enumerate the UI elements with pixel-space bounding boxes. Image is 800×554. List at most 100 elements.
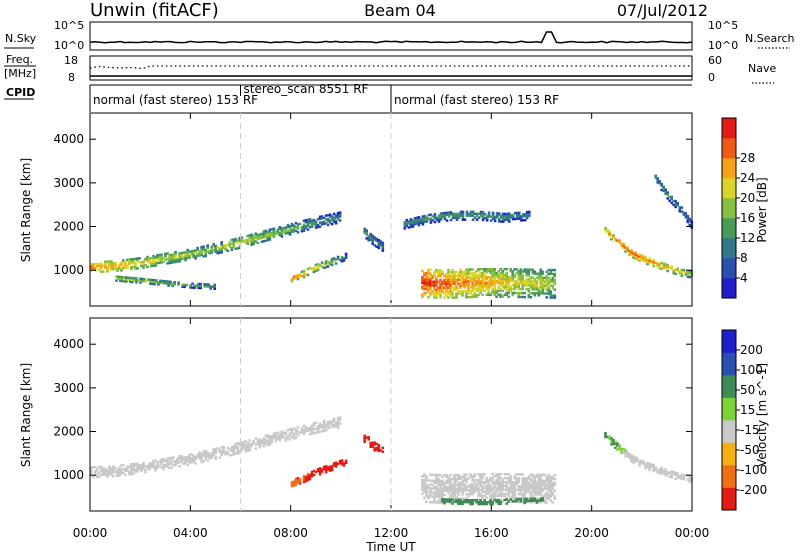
range-gate-cell: [471, 212, 475, 215]
range-gate-cell: [528, 210, 531, 214]
range-gate-cell: [130, 467, 133, 470]
range-gate-cell: [296, 227, 300, 230]
range-gate-cell: [455, 487, 458, 490]
range-gate-cell: [158, 261, 161, 264]
range-gate-cell: [278, 438, 282, 442]
range-gate-cell: [509, 486, 512, 490]
range-gate-cell: [467, 477, 470, 480]
range-gate-cell: [455, 280, 458, 283]
range-gate-cell: [664, 190, 667, 193]
range-gate-cell: [435, 477, 438, 481]
range-gate-cell: [192, 454, 195, 458]
range-gate-cell: [266, 235, 270, 238]
range-gate-cell: [527, 497, 531, 500]
range-gate-cell: [207, 285, 210, 288]
range-gate-cell: [487, 492, 490, 496]
range-gate-cell: [471, 477, 474, 480]
range-gate-cell: [120, 261, 123, 264]
range-gate-cell: [650, 465, 653, 468]
colorbar-tick-label: 24: [740, 171, 755, 185]
range-gate-cell: [531, 501, 535, 504]
range-gate-cell: [439, 481, 442, 485]
range-gate-cell: [529, 495, 533, 498]
range-gate-cell: [142, 463, 145, 466]
range-gate-cell: [455, 498, 458, 501]
range-gate-cell: [533, 292, 537, 295]
range-gate-cell: [626, 250, 629, 253]
range-gate-cell: [487, 484, 490, 488]
range-gate-cell: [529, 282, 533, 285]
range-gate-cell: [435, 493, 438, 496]
range-gate-cell: [304, 272, 308, 276]
range-gate-cell: [439, 274, 442, 278]
range-gate-cell: [168, 457, 171, 460]
range-gate-cell: [529, 286, 533, 289]
range-gate-cell: [457, 483, 460, 486]
range-gate-cell: [529, 280, 533, 283]
range-gate-cell: [644, 256, 647, 259]
range-gate-cell: [658, 263, 661, 266]
range-gate-cell: [250, 444, 254, 447]
range-gate-cell: [539, 268, 543, 271]
range-gate-cell: [134, 261, 137, 264]
range-gate-cell: [455, 212, 459, 215]
range-gate-cell: [495, 490, 498, 494]
range-gate-cell: [447, 282, 450, 285]
range-gate-cell: [318, 469, 322, 472]
range-gate-cell: [246, 447, 250, 450]
range-gate-cell: [525, 272, 528, 275]
range-gate-cell: [489, 275, 492, 279]
range-gate-cell: [610, 437, 613, 440]
range-gate-cell: [110, 264, 113, 267]
range-gate-cell: [365, 436, 368, 439]
range-gate-cell: [481, 285, 484, 289]
range-gate-cell: [146, 255, 149, 259]
range-gate-cell: [292, 480, 296, 483]
range-gate-cell: [268, 228, 272, 231]
range-gate-cell: [100, 266, 103, 269]
range-gate-cell: [533, 487, 537, 490]
range-gate-cell: [371, 238, 374, 241]
range-gate-cell: [262, 437, 266, 440]
range-gate-cell: [302, 428, 306, 431]
range-gate-cell: [168, 255, 171, 259]
range-gate-cell: [521, 282, 524, 285]
range-gate-cell: [642, 460, 645, 463]
range-gate-cell: [278, 227, 282, 231]
range-gate-cell: [310, 472, 314, 476]
range-gate-cell: [365, 231, 368, 234]
range-gate-cell: [507, 291, 510, 295]
range-gate-cell: [342, 259, 346, 262]
range-gate-cell: [505, 287, 508, 291]
range-gate-cell: [162, 467, 165, 471]
range-gate-cell: [485, 490, 488, 494]
range-gate-cell: [618, 444, 621, 447]
range-gate-cell: [318, 473, 322, 476]
range-gate-cell: [294, 430, 298, 434]
range-gate-cell: [174, 252, 177, 256]
range-gate-cell: [527, 274, 531, 277]
range-gate-cell: [294, 481, 298, 485]
range-gate-cell: [224, 451, 227, 454]
range-gate-cell: [507, 287, 510, 291]
range-gate-cell: [160, 253, 163, 256]
range-gate-cell: [489, 268, 492, 271]
range-gate-cell: [539, 272, 543, 275]
cpid-segment-label: normal (fast stereo) 153 RF: [394, 93, 559, 107]
range-gate-cell: [443, 274, 446, 278]
range-gate-cell: [94, 266, 97, 270]
range-gate-cell: [108, 471, 111, 474]
range-gate-cell: [509, 477, 512, 480]
range-gate-cell: [453, 497, 456, 500]
range-gate-cell: [495, 216, 499, 219]
range-gate-cell: [377, 444, 381, 447]
range-gate-cell: [461, 214, 465, 217]
range-gate-cell: [122, 265, 125, 268]
range-gate-cell: [473, 291, 476, 295]
range-gate-cell: [156, 466, 159, 470]
range-gate-cell: [437, 489, 440, 492]
range-gate-cell: [684, 273, 688, 276]
range-gate-cell: [547, 497, 551, 500]
range-gate-cell: [553, 477, 557, 481]
range-gate-cell: [453, 500, 456, 503]
